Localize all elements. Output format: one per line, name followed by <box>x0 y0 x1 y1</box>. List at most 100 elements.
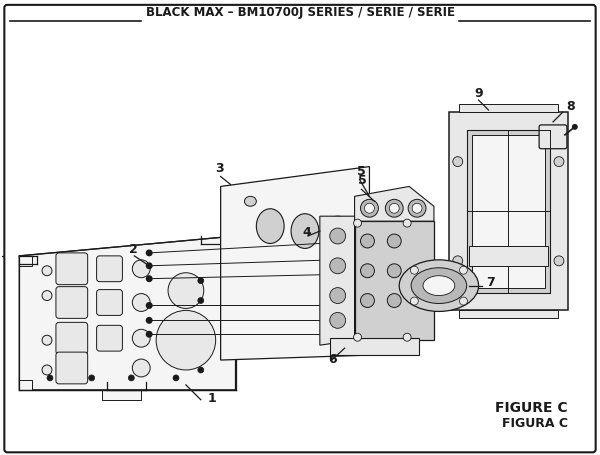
Ellipse shape <box>388 234 401 248</box>
Circle shape <box>47 375 53 381</box>
Text: 6: 6 <box>328 353 337 366</box>
Text: 7: 7 <box>487 276 495 288</box>
Circle shape <box>453 157 463 167</box>
Circle shape <box>389 203 399 213</box>
Circle shape <box>330 288 346 303</box>
Polygon shape <box>330 338 419 355</box>
Ellipse shape <box>388 293 401 308</box>
Circle shape <box>330 313 346 329</box>
Text: BLACK MAX – BM10700J SERIES / SÉRIE / SERIE: BLACK MAX – BM10700J SERIES / SÉRIE / SE… <box>146 4 455 19</box>
Circle shape <box>330 228 346 244</box>
Circle shape <box>453 256 463 266</box>
Circle shape <box>42 335 52 345</box>
Circle shape <box>385 199 403 217</box>
Text: 4: 4 <box>302 226 311 239</box>
Ellipse shape <box>133 329 150 347</box>
Circle shape <box>361 302 368 309</box>
Polygon shape <box>355 187 434 221</box>
Circle shape <box>128 375 134 381</box>
Text: 3: 3 <box>215 162 224 175</box>
Circle shape <box>572 124 578 130</box>
Ellipse shape <box>133 359 150 377</box>
Circle shape <box>410 297 418 305</box>
Polygon shape <box>467 130 550 293</box>
Circle shape <box>554 256 564 266</box>
Ellipse shape <box>399 260 479 311</box>
Circle shape <box>410 266 418 274</box>
Circle shape <box>89 375 95 381</box>
Circle shape <box>408 199 426 217</box>
Ellipse shape <box>291 214 319 248</box>
Circle shape <box>403 333 411 341</box>
Ellipse shape <box>133 293 150 311</box>
Circle shape <box>173 375 179 381</box>
Text: 2: 2 <box>130 243 138 256</box>
FancyBboxPatch shape <box>56 352 88 384</box>
Circle shape <box>42 266 52 276</box>
Text: 8: 8 <box>566 100 575 113</box>
Ellipse shape <box>388 264 401 278</box>
Circle shape <box>42 291 52 300</box>
Polygon shape <box>19 236 236 390</box>
FancyBboxPatch shape <box>539 125 567 149</box>
Circle shape <box>403 219 411 227</box>
FancyBboxPatch shape <box>56 287 88 318</box>
Circle shape <box>361 317 368 324</box>
Text: FIGURA C: FIGURA C <box>502 416 568 430</box>
Polygon shape <box>320 216 355 345</box>
Circle shape <box>460 297 467 305</box>
Text: FIGURE C: FIGURE C <box>495 400 568 415</box>
FancyBboxPatch shape <box>97 256 122 282</box>
Circle shape <box>156 310 215 370</box>
Polygon shape <box>469 246 548 266</box>
Circle shape <box>146 263 152 269</box>
FancyBboxPatch shape <box>56 322 88 354</box>
Ellipse shape <box>133 260 150 278</box>
Circle shape <box>554 157 564 167</box>
Circle shape <box>460 266 467 274</box>
Circle shape <box>146 249 152 256</box>
Polygon shape <box>101 390 141 400</box>
Circle shape <box>146 275 152 282</box>
Circle shape <box>168 273 204 308</box>
FancyBboxPatch shape <box>97 290 122 315</box>
Text: 9: 9 <box>475 87 483 100</box>
Circle shape <box>361 238 368 244</box>
Ellipse shape <box>256 209 284 243</box>
Circle shape <box>361 331 368 338</box>
Ellipse shape <box>411 268 467 303</box>
Polygon shape <box>459 310 558 318</box>
Ellipse shape <box>361 234 374 248</box>
Circle shape <box>198 298 204 303</box>
Ellipse shape <box>322 216 353 256</box>
Circle shape <box>146 317 152 324</box>
FancyBboxPatch shape <box>56 253 88 285</box>
Circle shape <box>146 302 152 309</box>
Circle shape <box>353 333 362 341</box>
Polygon shape <box>221 167 370 360</box>
Polygon shape <box>19 380 32 390</box>
Text: 5: 5 <box>356 165 365 177</box>
FancyBboxPatch shape <box>355 221 434 340</box>
Circle shape <box>412 203 422 213</box>
Polygon shape <box>19 256 32 266</box>
Circle shape <box>364 203 374 213</box>
Circle shape <box>353 219 362 227</box>
Circle shape <box>42 365 52 375</box>
Circle shape <box>198 367 204 373</box>
Ellipse shape <box>361 264 374 278</box>
Text: 1: 1 <box>208 392 217 404</box>
Circle shape <box>198 278 204 283</box>
Ellipse shape <box>244 197 256 206</box>
Circle shape <box>361 255 368 263</box>
Text: 5: 5 <box>358 174 366 187</box>
Ellipse shape <box>423 276 455 296</box>
FancyBboxPatch shape <box>472 135 545 288</box>
Polygon shape <box>449 112 568 310</box>
Circle shape <box>146 331 152 338</box>
Circle shape <box>361 270 368 277</box>
FancyBboxPatch shape <box>97 325 122 351</box>
Polygon shape <box>459 104 558 112</box>
Circle shape <box>361 199 379 217</box>
Circle shape <box>330 258 346 274</box>
